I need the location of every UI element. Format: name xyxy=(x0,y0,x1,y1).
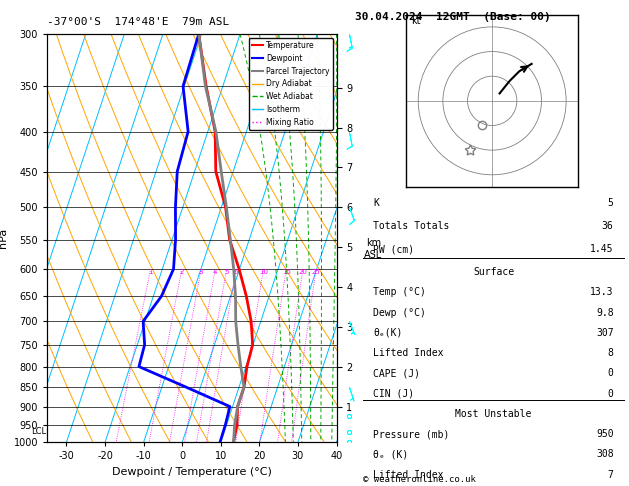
Text: CAPE (J): CAPE (J) xyxy=(374,368,420,379)
Text: kt: kt xyxy=(411,17,420,26)
Text: Totals Totals: Totals Totals xyxy=(374,221,450,231)
Text: 36: 36 xyxy=(602,221,613,231)
Text: θₑ(K): θₑ(K) xyxy=(374,328,403,338)
Text: 20: 20 xyxy=(299,269,308,275)
Text: Lifted Index: Lifted Index xyxy=(374,469,444,480)
Text: Pressure (mb): Pressure (mb) xyxy=(374,429,450,439)
Text: 1: 1 xyxy=(148,269,153,275)
Text: θₑ (K): θₑ (K) xyxy=(374,450,409,459)
Text: K: K xyxy=(374,198,379,208)
Text: Temp (°C): Temp (°C) xyxy=(374,287,426,297)
Text: 9.8: 9.8 xyxy=(596,308,613,318)
Text: 5: 5 xyxy=(608,198,613,208)
Text: 25: 25 xyxy=(312,269,321,275)
Text: 308: 308 xyxy=(596,450,613,459)
Legend: Temperature, Dewpoint, Parcel Trajectory, Dry Adiabat, Wet Adiabat, Isotherm, Mi: Temperature, Dewpoint, Parcel Trajectory… xyxy=(248,38,333,130)
Text: 7: 7 xyxy=(608,469,613,480)
Text: 3: 3 xyxy=(199,269,203,275)
Text: 8: 8 xyxy=(608,348,613,358)
X-axis label: Dewpoint / Temperature (°C): Dewpoint / Temperature (°C) xyxy=(112,467,272,477)
Text: 13.3: 13.3 xyxy=(590,287,613,297)
Text: Lifted Index: Lifted Index xyxy=(374,348,444,358)
Text: 307: 307 xyxy=(596,328,613,338)
Text: 15: 15 xyxy=(282,269,291,275)
Text: 10: 10 xyxy=(259,269,268,275)
Text: 0: 0 xyxy=(608,389,613,399)
Text: Most Unstable: Most Unstable xyxy=(455,409,532,419)
Text: PW (cm): PW (cm) xyxy=(374,244,415,254)
Y-axis label: hPa: hPa xyxy=(0,228,8,248)
Text: 0: 0 xyxy=(608,368,613,379)
Text: 1.45: 1.45 xyxy=(590,244,613,254)
Text: 2: 2 xyxy=(180,269,184,275)
Text: Surface: Surface xyxy=(473,267,514,277)
Text: -37°00'S  174°48'E  79m ASL: -37°00'S 174°48'E 79m ASL xyxy=(47,17,230,27)
Text: Dewp (°C): Dewp (°C) xyxy=(374,308,426,318)
Text: 4: 4 xyxy=(213,269,218,275)
Text: 5: 5 xyxy=(225,269,229,275)
Y-axis label: km
ASL: km ASL xyxy=(364,238,382,260)
Text: LCL: LCL xyxy=(31,427,46,436)
Text: 30.04.2024  12GMT  (Base: 00): 30.04.2024 12GMT (Base: 00) xyxy=(355,12,551,22)
Text: 6: 6 xyxy=(234,269,238,275)
Text: CIN (J): CIN (J) xyxy=(374,389,415,399)
Text: 950: 950 xyxy=(596,429,613,439)
Text: © weatheronline.co.uk: © weatheronline.co.uk xyxy=(363,474,476,484)
